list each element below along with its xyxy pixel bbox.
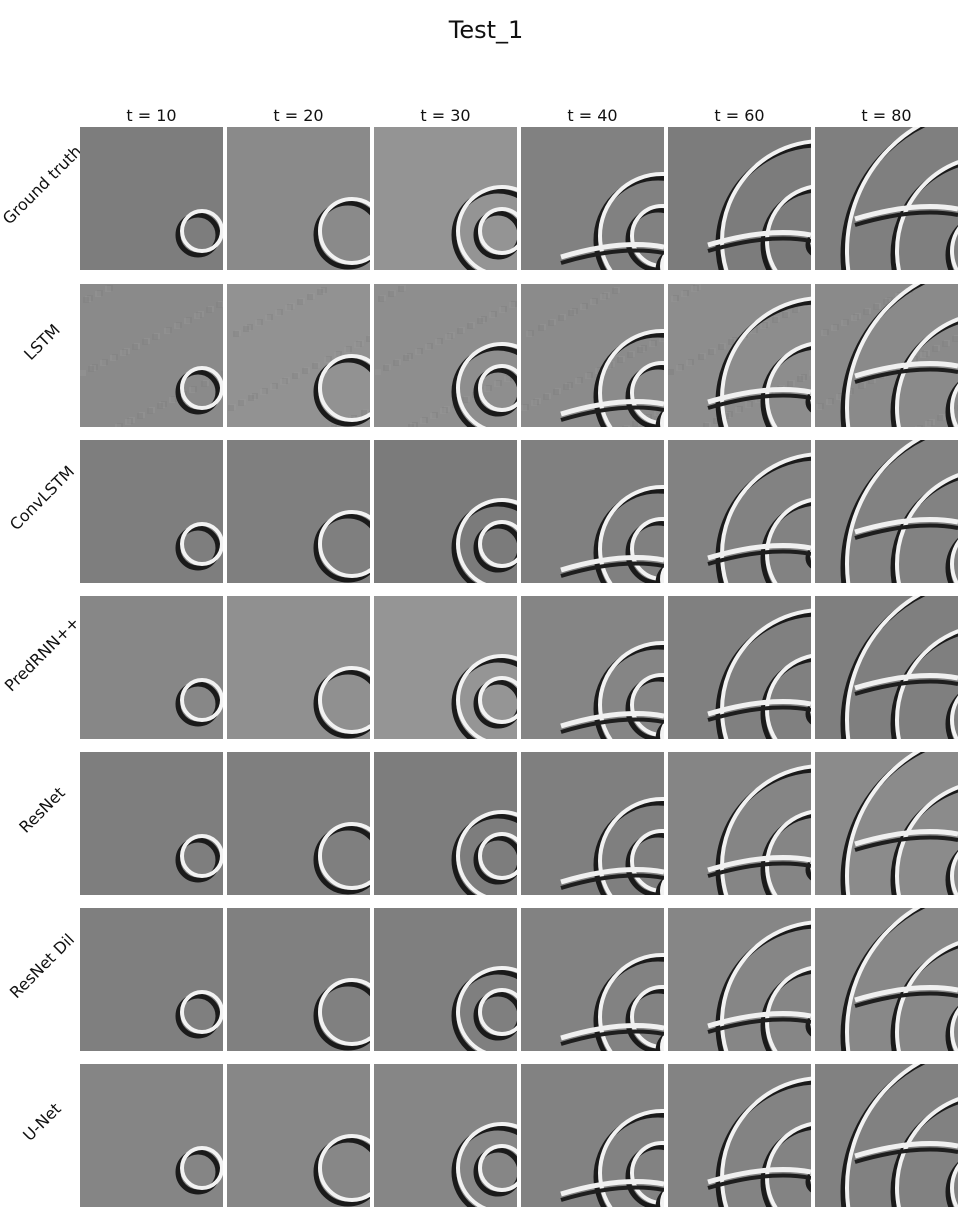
frame-image (227, 596, 370, 739)
frame-image (668, 596, 811, 739)
frame-image (227, 440, 370, 583)
row-label-text: U-Net (19, 1099, 65, 1145)
row-label-text: LSTM (20, 320, 64, 364)
frame-image (80, 127, 223, 270)
column-label: t = 20 (227, 106, 370, 125)
row-label-text: Ground truth (0, 142, 85, 229)
frame-image (374, 284, 517, 427)
frame-image (668, 1064, 811, 1207)
frame-image (80, 752, 223, 895)
frame-image (374, 752, 517, 895)
frame-image (815, 596, 958, 739)
row-label-text: ResNet Dil (6, 930, 78, 1002)
row-label-text: ConvLSTM (6, 462, 78, 534)
frame-image (521, 284, 664, 427)
frame-image (227, 1064, 370, 1207)
frame-image (521, 1064, 664, 1207)
row-label-text: ResNet (15, 783, 69, 837)
frame-image (521, 908, 664, 1051)
frame-image (815, 440, 958, 583)
frame-image (815, 284, 958, 427)
frame-image (374, 127, 517, 270)
frame-image (227, 908, 370, 1051)
column-label: t = 10 (80, 106, 223, 125)
column-label: t = 80 (815, 106, 958, 125)
frame-image (815, 127, 958, 270)
frame-image (227, 752, 370, 895)
column-label: t = 30 (374, 106, 517, 125)
frame-image (668, 908, 811, 1051)
frame-image (80, 1064, 223, 1207)
frame-image (521, 440, 664, 583)
row-label-text: PredRNN++ (1, 613, 83, 695)
frame-image (80, 440, 223, 583)
column-label: t = 60 (668, 106, 811, 125)
frame-image (521, 752, 664, 895)
frame-image (80, 284, 223, 427)
frame-image (374, 908, 517, 1051)
frame-image (668, 284, 811, 427)
frame-image (521, 127, 664, 270)
frame-image (815, 908, 958, 1051)
frame-image (374, 596, 517, 739)
frame-image (227, 284, 370, 427)
frame-image (227, 127, 370, 270)
frame-image (668, 127, 811, 270)
frame-image (521, 596, 664, 739)
frame-image (815, 752, 958, 895)
column-label: t = 40 (521, 106, 664, 125)
frame-image (668, 752, 811, 895)
frame-image (815, 1064, 958, 1207)
frame-image (374, 1064, 517, 1207)
frame-image (80, 908, 223, 1051)
frame-image (80, 596, 223, 739)
frame-image (374, 440, 517, 583)
frame-image (668, 440, 811, 583)
